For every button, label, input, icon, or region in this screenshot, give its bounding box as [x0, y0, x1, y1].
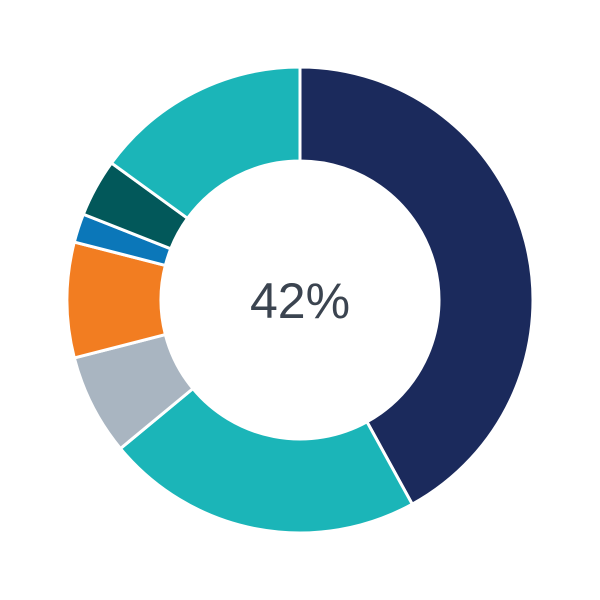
donut-slice-7: [109, 65, 302, 221]
donut-slice-1: [298, 65, 535, 507]
donut-slice-2: [118, 386, 415, 535]
donut-slices: [65, 65, 535, 535]
center-label: 42%: [250, 273, 350, 329]
